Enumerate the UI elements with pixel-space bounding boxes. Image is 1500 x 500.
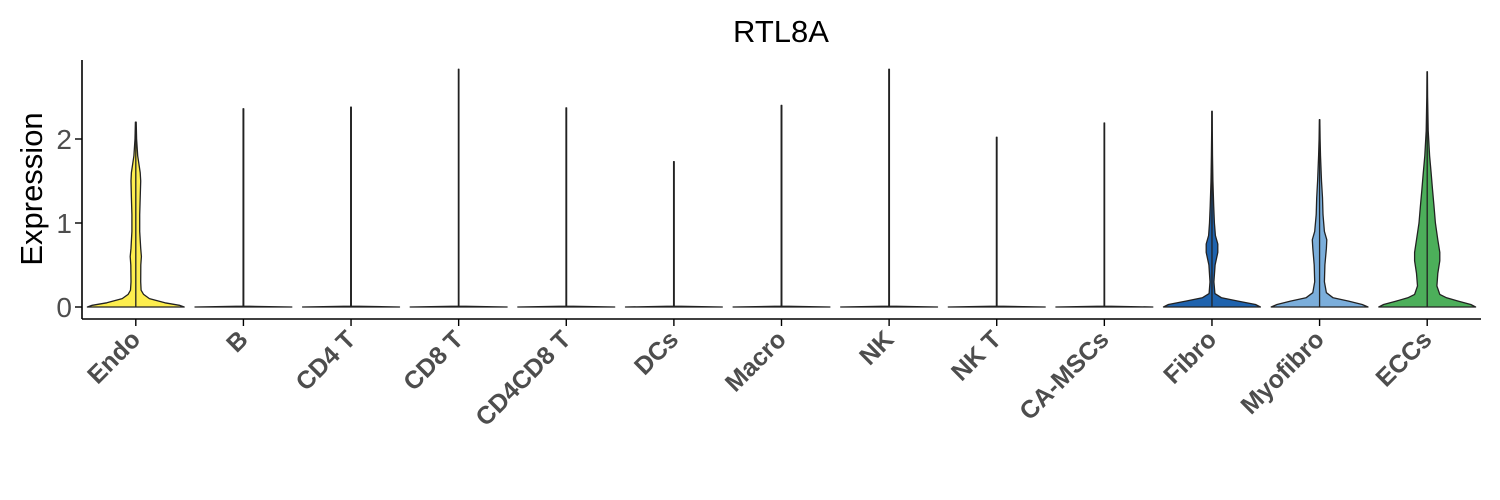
y-axis-label: Expression	[14, 112, 49, 265]
y-tick-label: 1	[56, 208, 72, 239]
x-tick-label: NK T	[946, 325, 1007, 386]
x-tick-label: Endo	[82, 325, 146, 389]
x-tick-label: Macro	[720, 325, 792, 397]
x-ticks: Endo B CD4 T CD8 T CD4CD8 T DCs Macro NK NK T CA-…	[82, 319, 1437, 432]
x-tick-label: NK	[854, 325, 899, 370]
chart-title: RTL8A	[733, 14, 829, 49]
x-tick-label: Fibro	[1158, 325, 1222, 389]
x-tick-label: ECCs	[1370, 325, 1437, 392]
violin-group	[86, 68, 1477, 308]
y-tick-label: 0	[56, 292, 72, 323]
x-tick-label: CD8 T	[398, 325, 469, 396]
x-tick-label: CD4CD8 T	[470, 325, 576, 431]
x-tick-label: Myofibro	[1235, 325, 1329, 419]
x-tick-label: CA-MSCs	[1014, 325, 1114, 425]
y-ticks: 0 1 2	[56, 124, 82, 323]
x-tick-label: DCs	[629, 325, 684, 380]
x-tick-label: CD4 T	[290, 325, 361, 396]
y-tick-label: 2	[56, 124, 72, 155]
x-tick-label: B	[221, 325, 254, 358]
